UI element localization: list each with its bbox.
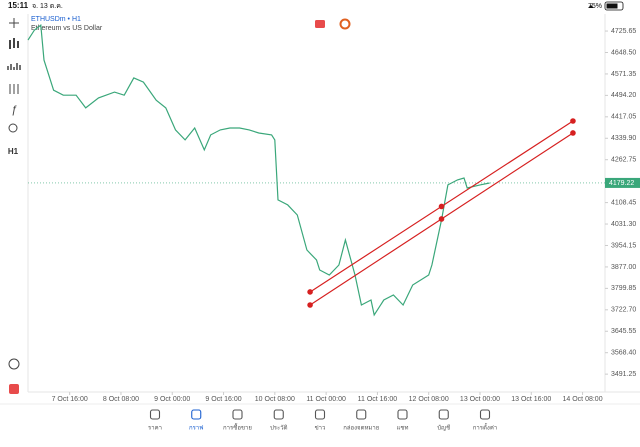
- nav-label: กล่องจดหมาย: [343, 425, 379, 432]
- x-tick-label: 13 Oct 16:00: [511, 396, 551, 403]
- nav-icon: [149, 409, 161, 420]
- price-line: [27, 23, 490, 317]
- zoom-tool[interactable]: [8, 358, 20, 370]
- trend-point: [570, 118, 576, 124]
- x-tick-label: 9 Oct 00:00: [154, 396, 190, 403]
- chart-title: ETHUSDm • H1: [31, 16, 81, 23]
- battery-fill: [606, 3, 618, 9]
- bottom-nav: ราคา กราฟ การซื้อขาย ประวัติ ข่าว กล่องจดหมาย…: [0, 403, 640, 432]
- x-tick-label: 9 Oct 16:00: [205, 396, 241, 403]
- nav-item[interactable]: กราฟ: [189, 409, 203, 432]
- nav-label: บัญชี: [437, 424, 450, 432]
- nav-item[interactable]: กล่องจดหมาย: [343, 409, 379, 432]
- nav-icon: [232, 409, 243, 420]
- y-tick-label: 3645.55: [611, 328, 636, 335]
- crosshair-tool[interactable]: [9, 18, 19, 28]
- x-tick-label: 8 Oct 08:00: [103, 396, 139, 403]
- x-tick-label: 14 Oct 08:00: [563, 396, 603, 403]
- trend-point: [307, 302, 313, 308]
- nav-label: กราฟ: [189, 425, 203, 432]
- x-tick-label: 13 Oct 00:00: [460, 396, 500, 403]
- timeframe-button[interactable]: H1: [8, 147, 19, 156]
- settings-tool[interactable]: [9, 84, 19, 94]
- nav-item[interactable]: ข่าว: [314, 409, 326, 432]
- status-date: จ. 13 ต.ค.: [32, 3, 63, 10]
- x-tick-label: 7 Oct 16:00: [52, 396, 88, 403]
- one-click-trade[interactable]: [315, 20, 325, 28]
- y-tick-label: 3877.00: [611, 264, 636, 271]
- battery-level: 75%: [588, 3, 602, 10]
- nav-item[interactable]: ราคา: [148, 409, 162, 432]
- x-tick-label: 10 Oct 08:00: [255, 396, 295, 403]
- nav-icon: [356, 409, 367, 420]
- objects-tool[interactable]: [8, 123, 18, 133]
- x-tick-label: 11 Oct 16:00: [358, 396, 398, 403]
- current-price-label: 4179.22: [609, 180, 634, 187]
- nav-item[interactable]: การตั้งค่า: [473, 409, 497, 432]
- y-tick-label: 4417.05: [611, 114, 636, 121]
- nav-label: แชท: [397, 425, 409, 432]
- y-tick-label: 4108.45: [611, 199, 636, 206]
- indicator-tool[interactable]: [7, 63, 21, 70]
- nav-label: ข่าว: [315, 425, 326, 432]
- y-tick-label: 3799.85: [611, 285, 636, 292]
- y-tick-label: 4262.75: [611, 157, 636, 164]
- y-tick-label: 3568.40: [611, 350, 636, 357]
- nav-item[interactable]: บัญชี: [437, 409, 450, 432]
- x-tick-label: 11 Oct 00:00: [306, 396, 346, 403]
- nav-item[interactable]: ประวัติ: [270, 409, 288, 432]
- y-tick-label: 3491.25: [611, 371, 636, 378]
- current-price-box: [605, 177, 640, 188]
- nav-icon: [273, 409, 284, 420]
- y-tick-label: 4571.35: [611, 71, 636, 78]
- function-tool[interactable]: ƒ: [11, 104, 17, 116]
- nav-icon: [191, 409, 202, 420]
- y-tick-label: 4494.20: [611, 92, 636, 99]
- y-tick-label: 4725.65: [611, 28, 636, 35]
- nav-icon: [314, 409, 326, 420]
- nav-label: ราคา: [148, 425, 162, 432]
- battery-icon: [604, 1, 624, 11]
- trend-handle: [438, 203, 445, 210]
- left-toolbar: ƒ H1: [7, 18, 21, 394]
- nav-item[interactable]: การซื้อขาย: [223, 409, 252, 432]
- nav-icon: [397, 409, 408, 420]
- nav-item[interactable]: แชท: [397, 409, 409, 432]
- chart-subtitle: Ethereum vs US Dollar: [31, 25, 103, 32]
- nav-label: การตั้งค่า: [473, 422, 497, 432]
- y-tick-label: 4031.30: [611, 221, 636, 228]
- y-tick-label: 3954.15: [611, 242, 636, 249]
- nav-label: ประวัติ: [270, 425, 288, 432]
- signal-icon[interactable]: [339, 18, 351, 30]
- trend-point: [307, 289, 313, 295]
- y-tick-label: 4648.50: [611, 49, 636, 56]
- nav-icon: [479, 409, 491, 420]
- chart-type-tool[interactable]: [9, 38, 19, 49]
- nav-label: การซื้อขาย: [223, 422, 252, 432]
- x-tick-label: 12 Oct 08:00: [409, 396, 449, 403]
- wifi-icon: [588, 5, 594, 8]
- status-time: 15:11: [8, 1, 29, 10]
- trend-point: [570, 130, 576, 136]
- broker-icon[interactable]: [9, 384, 19, 394]
- nav-icon: [438, 409, 449, 420]
- y-tick-label: 3722.70: [611, 307, 636, 314]
- y-tick-label: 4339.90: [611, 135, 636, 142]
- trend-handle: [438, 216, 445, 222]
